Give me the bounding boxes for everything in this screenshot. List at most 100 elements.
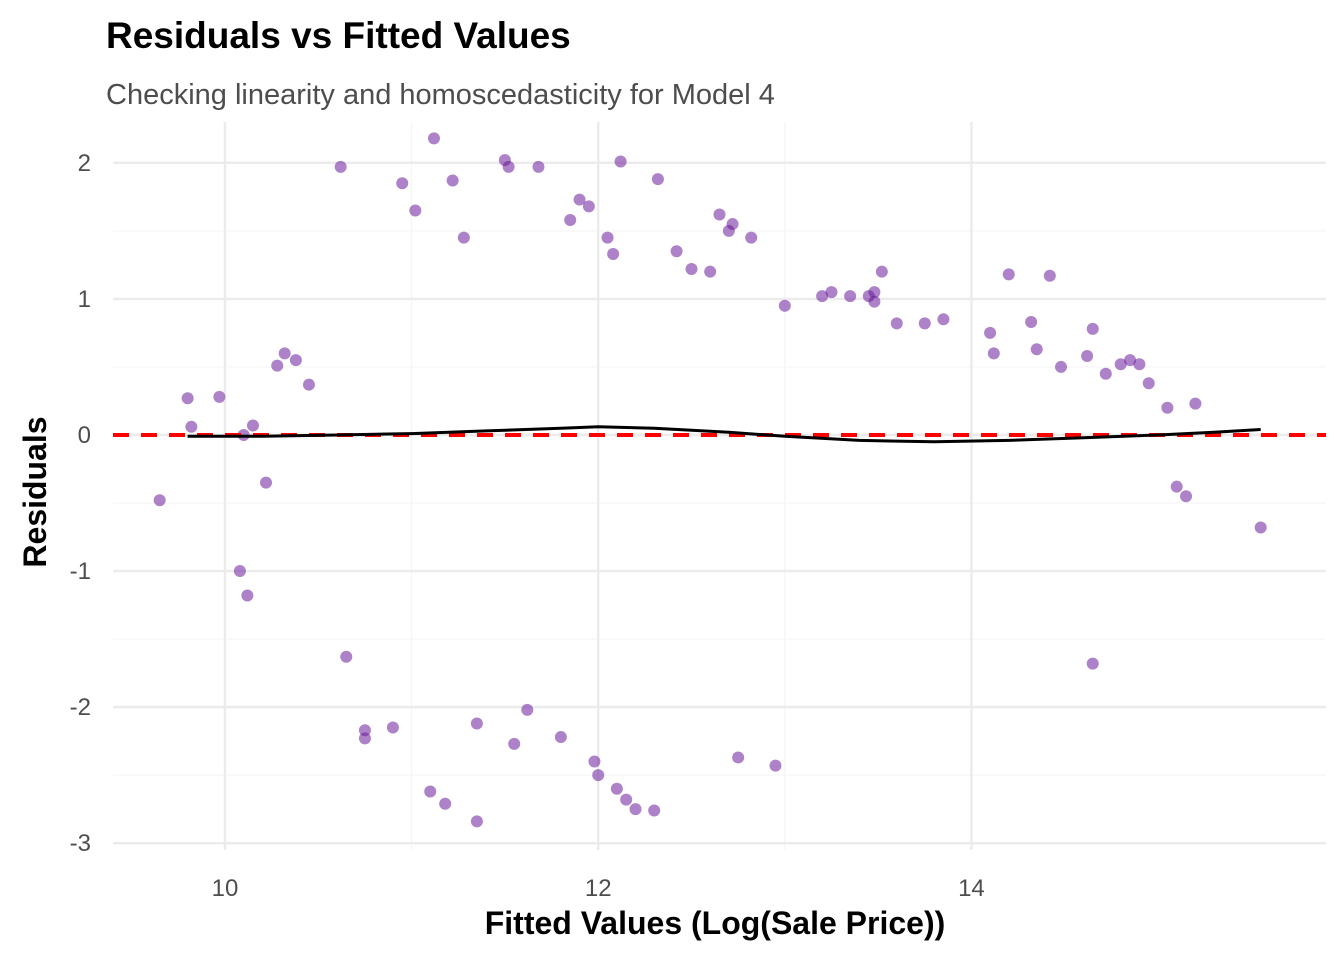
scatter-point — [502, 160, 515, 173]
scatter-point — [554, 731, 567, 744]
scatter-point — [508, 737, 521, 750]
scatter-point — [651, 173, 664, 186]
scatter-point — [685, 262, 698, 275]
scatter-point — [564, 213, 577, 226]
x-axis-title: Fitted Values (Log(Sale Price)) — [485, 905, 946, 941]
chart-subtitle: Checking linearity and homoscedasticity … — [106, 79, 775, 111]
scatter-point — [704, 265, 717, 278]
scatter-point — [386, 721, 399, 734]
scatter-point — [446, 174, 459, 187]
scatter-point — [358, 732, 371, 745]
scatter-point — [241, 589, 254, 602]
scatter-point — [769, 759, 782, 772]
scatter-point — [726, 218, 739, 231]
scatter-point — [816, 290, 829, 303]
scatter-point — [844, 290, 857, 303]
scatter-point — [1142, 377, 1155, 390]
scatter-point — [1081, 350, 1094, 363]
scatter-point — [670, 245, 683, 258]
scatter-point — [396, 177, 409, 190]
scatter-point — [1086, 322, 1099, 335]
scatter-point — [278, 347, 291, 360]
scatter-point — [260, 476, 273, 489]
scatter-point — [778, 299, 791, 312]
scatter-point — [582, 200, 595, 213]
scatter-point — [427, 132, 440, 145]
scatter-point — [1114, 358, 1127, 371]
scatter-point — [470, 717, 483, 730]
scatter-point — [233, 565, 246, 578]
x-tick-labels: 10 12 14 — [212, 875, 985, 902]
scatter-point — [1133, 358, 1146, 371]
x-tick-label: 12 — [585, 875, 612, 902]
smooth-trend-line — [187, 425, 1261, 444]
scatter-point — [868, 295, 881, 308]
scatter-point — [984, 326, 997, 339]
scatter-point — [289, 354, 302, 367]
scatter-point — [213, 390, 226, 403]
scatter-point — [610, 782, 623, 795]
scatter-point — [1189, 397, 1202, 410]
scatter-point — [868, 286, 881, 299]
scatter-point — [185, 420, 198, 433]
scatter-point — [614, 155, 627, 168]
scatter-point — [713, 208, 726, 221]
scatter-point — [890, 317, 903, 330]
scatter-point — [592, 769, 605, 782]
scatter-point — [271, 359, 284, 372]
y-tick-label: 1 — [78, 286, 91, 313]
scatter-point — [1086, 657, 1099, 670]
scatter-point — [1025, 316, 1038, 329]
scatter-point — [732, 751, 745, 764]
scatter-point — [588, 755, 601, 768]
scatter-point — [334, 160, 347, 173]
scatter-point — [937, 313, 950, 326]
scatter-point — [470, 815, 483, 828]
scatter-point — [1254, 521, 1267, 534]
scatter-point — [825, 286, 838, 299]
scatter-point — [532, 160, 545, 173]
scatter-point — [409, 204, 422, 217]
scatter-point — [1055, 360, 1068, 373]
scatter-point — [424, 785, 437, 798]
scatter-point — [1124, 354, 1137, 367]
scatter-point — [1002, 268, 1015, 281]
scatter-point — [987, 347, 1000, 360]
y-tick-label: 2 — [78, 150, 91, 177]
scatter-point — [521, 703, 534, 716]
scatter-point — [1099, 367, 1112, 380]
scatter-point — [1030, 343, 1043, 356]
scatter-points — [153, 132, 1267, 828]
y-tick-label: -1 — [70, 558, 91, 585]
scatter-point — [607, 247, 620, 260]
scatter-point — [745, 231, 758, 244]
scatter-point — [1161, 401, 1174, 414]
scatter-point — [573, 193, 586, 206]
scatter-point — [918, 317, 931, 330]
scatter-point — [439, 797, 452, 810]
scatter-point — [153, 494, 166, 507]
scatter-point — [181, 392, 194, 405]
scatter-point — [340, 650, 353, 663]
y-tick-label: 0 — [78, 422, 91, 449]
scatter-point — [620, 793, 633, 806]
y-tick-labels: -3 -2 -1 0 1 2 — [70, 150, 91, 857]
chart-title: Residuals vs Fitted Values — [106, 15, 571, 56]
x-tick-label: 14 — [958, 875, 985, 902]
x-tick-label: 10 — [212, 875, 239, 902]
scatter-point — [648, 804, 661, 817]
scatter-point — [302, 378, 315, 391]
scatter-point — [601, 231, 614, 244]
scatter-point — [629, 803, 642, 816]
grid-lines — [113, 122, 1326, 850]
scatter-point — [875, 265, 888, 278]
scatter-point — [1170, 480, 1183, 493]
scatter-point — [457, 231, 470, 244]
y-tick-label: -3 — [70, 830, 91, 857]
scatter-point — [246, 419, 259, 432]
scatter-point — [1043, 269, 1056, 282]
y-tick-label: -2 — [70, 694, 91, 721]
y-axis-title: Residuals — [17, 416, 53, 567]
